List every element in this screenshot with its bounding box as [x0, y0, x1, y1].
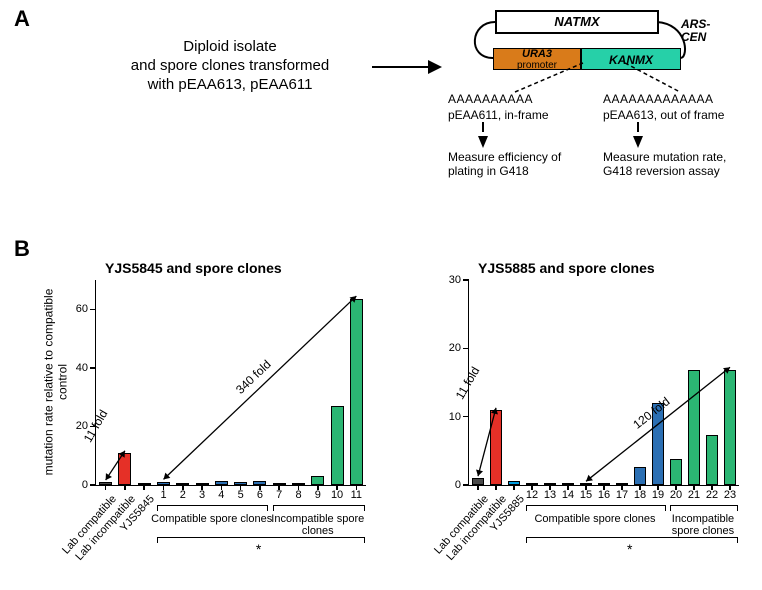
x-label: 9: [310, 489, 326, 501]
x-label: 10: [329, 489, 345, 501]
x-tick: [477, 485, 479, 490]
group-brace: [273, 505, 365, 511]
arrow-down-icon: [478, 136, 488, 148]
ars-line2: CEN: [681, 30, 706, 44]
x-label: 21: [686, 489, 702, 501]
group-label: Compatible spore clones: [516, 513, 674, 525]
y-tick: [463, 484, 469, 486]
panel-B-label: B: [14, 236, 30, 262]
figure-root: A Diploid isolate and spore clones trans…: [0, 0, 762, 590]
panelA-description: Diploid isolate and spore clones transfo…: [100, 38, 360, 94]
aaa-right: AAAAAAAAAAAAA: [603, 92, 753, 106]
x-label: 18: [632, 489, 648, 501]
arrow-shaft-icon: [482, 122, 484, 132]
y-tick-label: 30: [449, 274, 461, 286]
bar-20: [670, 459, 682, 485]
chart-YJS5885: YJS5885 and spore clones 0102030Lab compa…: [418, 260, 753, 560]
ars-cen-label: ARS- CEN: [681, 18, 710, 44]
y-tick: [90, 309, 96, 311]
y-tick-label: 0: [455, 479, 461, 491]
x-label: 4: [213, 489, 229, 501]
x-label: 17: [614, 489, 630, 501]
bar-23: [724, 370, 736, 485]
pEAA613-desc: Measure mutation rate, G418 reversion as…: [603, 150, 753, 178]
group-brace: [157, 505, 269, 511]
plot-area: 0102030Lab compatibleLab incompatibleYJS…: [468, 280, 739, 486]
bar-21: [688, 370, 700, 485]
y-tick: [463, 416, 469, 418]
bar-Lab-incompatible: [118, 453, 131, 485]
pEAA611-column: AAAAAAAAAA pEAA611, in-frame Measure eff…: [448, 92, 598, 178]
x-label: 5: [233, 489, 249, 501]
x-label: 22: [704, 489, 720, 501]
significance-star: *: [627, 541, 632, 557]
arrow-down-icon: [633, 136, 643, 148]
x-tick: [105, 485, 107, 490]
y-axis-label: mutation rate relative to compatible con…: [42, 280, 70, 485]
pEAA613-label: pEAA613, out of frame: [603, 108, 753, 122]
overlay-arrows: [96, 280, 366, 485]
x-label: 11: [348, 489, 364, 501]
panelA-line1: Diploid isolate: [183, 38, 276, 55]
bar-9: [311, 476, 324, 485]
y-tick-label: 40: [76, 362, 88, 374]
fold-main-label: 340 fold: [233, 357, 274, 397]
bar-Lab-incompatible: [490, 410, 502, 485]
group-brace: [526, 505, 666, 511]
x-label: 6: [252, 489, 268, 501]
x-tick: [143, 485, 145, 490]
bar-Lab-compatible: [472, 478, 484, 485]
bar-10: [331, 406, 344, 485]
x-tick: [124, 485, 126, 490]
group-label: Incompatible spore clones: [263, 513, 373, 537]
pEAA613-column: AAAAAAAAAAAAA pEAA613, out of frame Meas…: [603, 92, 753, 178]
x-label: 23: [722, 489, 738, 501]
y-tick-label: 60: [76, 303, 88, 315]
bar-11: [350, 299, 363, 485]
panel-A-label: A: [14, 6, 30, 32]
pEAA611-desc: Measure efficiency of plating in G418: [448, 150, 598, 178]
bar-18: [634, 467, 646, 485]
aaa-left: AAAAAAAAAA: [448, 92, 598, 106]
x-label: 7: [271, 489, 287, 501]
arrow-shaft-icon: [637, 122, 639, 132]
panelA-line3: with pEAA613, pEAA611: [148, 76, 313, 93]
y-tick: [463, 279, 469, 281]
x-tick: [513, 485, 515, 490]
panelA-line2: and spore clones transformed: [131, 57, 329, 74]
transform-arrow-icon: [372, 60, 442, 74]
x-label: 16: [596, 489, 612, 501]
fold-11-label: 11 fold: [453, 364, 483, 401]
y-tick: [90, 484, 96, 486]
ars-line1: ARS-: [681, 17, 710, 31]
bar-22: [706, 435, 718, 485]
y-tick: [463, 348, 469, 350]
x-label: 13: [542, 489, 558, 501]
plot-area: 0204060Lab compatibleLab incompatibleYJS…: [95, 280, 366, 486]
chart-title: YJS5885 and spore clones: [478, 260, 655, 276]
group-brace: [670, 505, 738, 511]
y-tick: [90, 367, 96, 369]
x-label: 3: [194, 489, 210, 501]
x-label: 2: [175, 489, 191, 501]
x-tick: [495, 485, 497, 490]
x-label: 1: [156, 489, 172, 501]
y-tick-label: 10: [449, 411, 461, 423]
x-label: 14: [560, 489, 576, 501]
x-label: 20: [668, 489, 684, 501]
group-label: Compatible spore clones: [147, 513, 277, 525]
x-label: 12: [524, 489, 540, 501]
chart-title: YJS5845 and spore clones: [105, 260, 282, 276]
y-tick-label: 20: [449, 342, 461, 354]
chart-YJS5845: mutation rate relative to compatible con…: [45, 260, 380, 560]
natmx-box: NATMX: [495, 10, 659, 34]
pEAA611-label: pEAA611, in-frame: [448, 108, 598, 122]
y-tick-label: 0: [82, 479, 88, 491]
group-label: Incompatible spore clones: [660, 513, 746, 537]
x-label: 8: [291, 489, 307, 501]
x-label: 15: [578, 489, 594, 501]
significance-star: *: [256, 541, 261, 557]
x-label: 19: [650, 489, 666, 501]
